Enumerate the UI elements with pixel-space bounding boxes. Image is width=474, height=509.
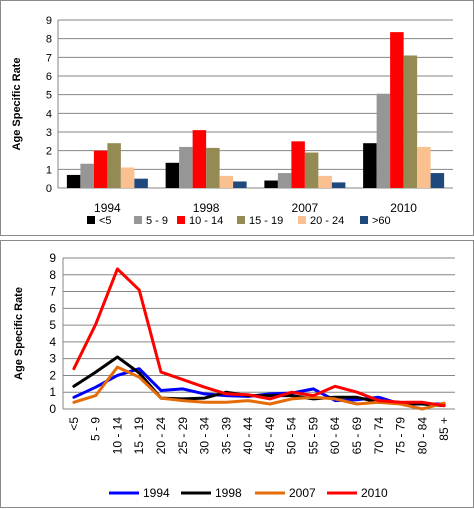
legend-swatch-10-14 (177, 216, 185, 224)
x-tick-label: 65 - 69 (350, 417, 364, 455)
y-tick-label: 3 (49, 352, 56, 366)
line-series-2010 (72, 267, 446, 408)
x-tick-label: 85 + (437, 417, 451, 441)
legend-label: 1998 (215, 486, 242, 500)
bar-1998-5-9 (179, 146, 193, 188)
y-tick-label: 0 (46, 183, 52, 195)
bar-1998-60 (233, 181, 247, 188)
y-tick-label: 7 (46, 52, 52, 64)
y-tick-label: 9 (49, 251, 56, 265)
y-tick-label: 1 (49, 385, 56, 399)
x-tick-label: 40 - 44 (241, 417, 255, 455)
y-tick-label: 0 (49, 402, 56, 416)
legend-label: 1994 (143, 486, 170, 500)
x-tick-label: 45 - 49 (263, 417, 277, 455)
x-tick-label: 10 - 14 (110, 417, 124, 455)
bar-2007-20-24 (318, 175, 332, 188)
y-tick-label: 2 (49, 368, 56, 382)
x-tick-label: 1994 (94, 201, 121, 215)
x-tick-label: 35 - 39 (219, 417, 233, 455)
legend-label: <5 (99, 215, 112, 227)
bar-1994-20-24 (120, 167, 135, 188)
bar-2010-15-19 (403, 55, 418, 188)
x-tick-label: 30 - 34 (198, 417, 212, 455)
bar-2007-5-9 (277, 173, 292, 188)
line-chart: 0 1 2 3 4 5 6 7 8 9 Age Specific Rate <5 5 - 9 10 - 1… (13, 251, 455, 500)
y-tick-label: 6 (49, 301, 56, 315)
y-tick-label: 5 (46, 90, 52, 102)
bar-2010-60 (430, 173, 445, 188)
x-tick-label: 50 - 54 (285, 417, 299, 455)
bar-1998-5 (165, 162, 180, 188)
legend-label: 2007 (289, 486, 316, 500)
bar-2007-10-14 (291, 141, 305, 188)
x-tick-label: 2010 (390, 201, 417, 215)
bar-1994-60 (134, 178, 148, 188)
bar-1998-10-14 (192, 130, 207, 188)
legend-swatch-5 (87, 216, 95, 224)
y-axis-title: Age Specific Rate (13, 287, 25, 380)
legend-label: 10 - 14 (189, 215, 223, 227)
bar-1998-20-24 (219, 175, 234, 188)
bar-2007-60 (331, 182, 346, 188)
bar-1994-10-14 (93, 150, 108, 188)
bar-2010-5 (363, 143, 377, 188)
legend-swatch-15-19 (237, 216, 245, 224)
x-tick-label: 1998 (193, 201, 220, 215)
y-tick-label: 9 (46, 15, 52, 27)
y-tick-label: 3 (46, 127, 52, 139)
bar-2010-10-14 (390, 32, 404, 188)
bar-2007-5 (264, 180, 278, 188)
x-tick-label: 80 - 84 (415, 417, 429, 455)
line-chart-panel: 0 1 2 3 4 5 6 7 8 9 Age Specific Rate <5 5 - 9 10 - 1… (0, 240, 474, 508)
y-tick-label: 7 (49, 285, 56, 299)
x-tick-label: 2007 (292, 201, 319, 215)
legend-label: 20 - 24 (310, 215, 344, 227)
y-tick-label: 5 (49, 318, 56, 332)
x-tick-label: 70 - 74 (372, 417, 386, 455)
legend-label: >60 (372, 215, 391, 227)
bar-2007-15-19 (304, 152, 319, 188)
y-tick-label: 6 (46, 71, 52, 83)
legend-swatch-5-9 (134, 216, 142, 224)
x-tick-label: 60 - 64 (328, 417, 342, 455)
y-tick-label: 1 (46, 164, 52, 176)
bar-chart-panel: 0 1 2 3 4 5 6 7 8 9 Age Specific Rate 1994 1998 2007 2… (0, 0, 474, 236)
bar-1998-15-19 (206, 147, 220, 188)
bar-1994-5-9 (80, 163, 94, 188)
line-series-2007 (72, 365, 446, 411)
legend-swatch-60 (360, 216, 368, 224)
legend-label: 5 - 9 (146, 215, 168, 227)
legend-label: 15 - 19 (249, 215, 283, 227)
y-tick-label: 4 (46, 108, 52, 120)
bar-2010-20-24 (417, 146, 431, 188)
x-tick-label: 55 - 59 (306, 417, 320, 455)
y-tick-label: 8 (46, 34, 52, 46)
y-tick-label: 8 (49, 268, 56, 282)
y-axis-title: Age Specific Rate (11, 58, 23, 151)
y-tick-label: 2 (46, 146, 52, 158)
x-tick-label: 15 - 19 (132, 417, 146, 455)
bar-1994-15-19 (107, 143, 121, 188)
legend-swatch-20-24 (298, 216, 306, 224)
bar-2010-5-9 (376, 93, 391, 188)
x-tick-label: 25 - 29 (176, 417, 190, 455)
x-tick-label: <5 (67, 417, 81, 431)
legend-label: 2010 (361, 486, 388, 500)
y-tick-label: 4 (49, 335, 56, 349)
x-tick-label: 5 - 9 (89, 417, 103, 441)
bar-1994-5 (66, 174, 81, 188)
x-tick-label: 75 - 79 (394, 417, 408, 455)
x-tick-label: 20 - 24 (154, 417, 168, 455)
